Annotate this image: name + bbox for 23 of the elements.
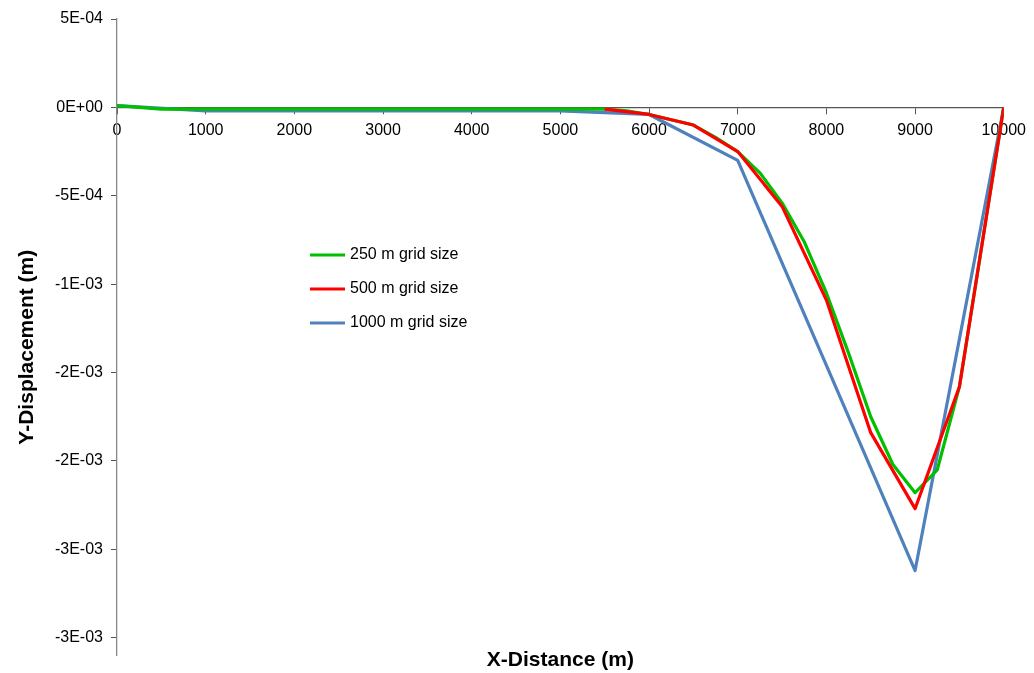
x-tick-label: 2000 [276,121,313,139]
legend-label: 500 m grid size [350,279,459,297]
x-tick-label: 8000 [808,121,845,139]
y-tick-label: -3E-03 [54,628,104,646]
y-tick-label: -2E-03 [54,451,104,469]
x-tick-label: 1000 [187,121,224,139]
x-tick-label: 3000 [365,121,401,139]
y-axis-title: Y-Displacement (m) [13,249,37,445]
x-tick-label: 6000 [631,121,667,139]
x-tick-label: 0 [112,121,122,139]
y-tick-label: 0E+00 [56,97,104,115]
legend-label: 1000 m grid size [350,313,468,331]
legend-label: 250 m grid size [350,245,459,263]
y-tick-label: 5E-04 [60,9,104,27]
y-tick-label: -3E-03 [54,539,104,557]
x-tick-label: 4000 [453,121,490,139]
x-tick-label: 5000 [542,121,579,139]
x-axis-title: X-Distance (m) [486,646,634,670]
x-tick-label: 7000 [719,121,756,139]
y-tick-label: -2E-03 [54,362,104,380]
y-tick-label: -5E-04 [54,186,104,204]
x-tick-label: 9000 [897,121,933,139]
y-tick-label: -1E-03 [54,274,104,292]
